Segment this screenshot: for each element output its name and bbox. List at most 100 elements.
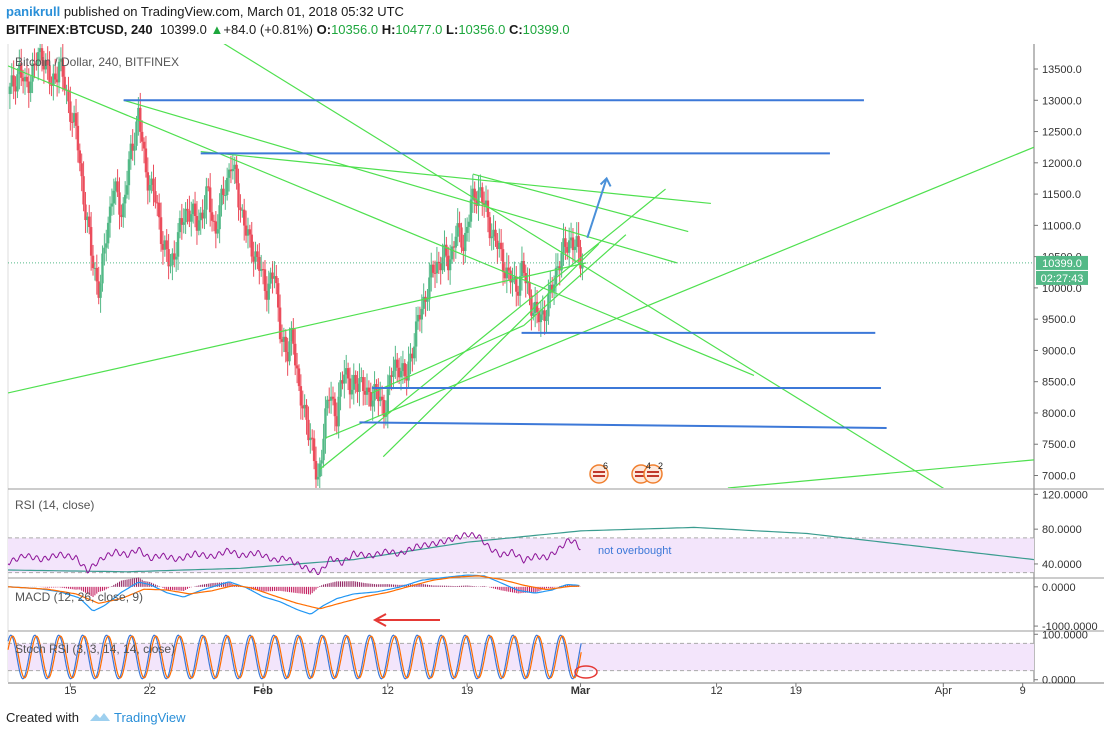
candle [182,222,185,225]
candle [484,200,488,205]
open-label: O: [316,22,332,37]
symbol-label[interactable]: BITFINEX:BTCUSD, 240 [6,22,153,37]
candle [494,229,497,241]
candle [40,48,44,61]
candle [110,203,114,207]
candle [481,187,484,203]
flag-stripe [635,471,647,473]
candle [335,416,338,427]
rsi-tick-label: 120.0000 [1042,489,1088,501]
signal-line [7,575,580,610]
author-link[interactable]: panikrull [6,4,61,19]
y-tick-label: 12000.0 [1042,158,1082,170]
high-value: 10477.0 [395,22,443,37]
flag-stripe [593,471,605,473]
candle [450,246,454,260]
candle [188,210,191,222]
candle [203,209,206,219]
candle [501,249,505,272]
candle [276,283,280,308]
candle [76,125,80,151]
candle [263,269,267,291]
flag-us-icon [643,464,663,484]
y-tick-label: 7500.0 [1042,439,1076,451]
last-price: 10399.0 [159,22,207,37]
candle [305,404,308,420]
close-value: 10399.0 [522,22,570,37]
stoch-d-line [7,635,582,679]
candle [275,276,278,284]
candle [549,284,552,294]
candle [560,253,563,271]
candle [54,73,57,80]
candle [333,398,337,417]
candle [331,396,335,399]
candle [382,399,386,417]
candle [99,283,102,298]
rsi-tick-label: 80.0000 [1042,524,1082,536]
candle [422,296,425,309]
candle [322,438,325,461]
flag-stripe [635,475,647,477]
annotation-arrow-head-icon [372,613,387,627]
candle [575,236,578,247]
low-value: 10356.0 [458,22,506,37]
open-value: 10356.0 [331,22,379,37]
candle [250,234,253,257]
candle [524,272,527,284]
candle [420,308,424,320]
candle [314,461,318,480]
candle [567,240,571,253]
trend-line [223,44,945,488]
flag-stripe [647,475,659,477]
candle [511,279,514,283]
y-tick-label: 8000.0 [1042,408,1076,420]
support-resistance-line [359,421,887,429]
candle [414,321,418,347]
candle [280,339,284,342]
candle [292,327,295,344]
candle [95,267,99,282]
rsi-band [8,537,1034,573]
candle [199,212,202,221]
candle [369,392,372,407]
candle [386,389,389,414]
candle [23,76,27,82]
candle [329,396,333,401]
candle [108,206,112,223]
candle [137,107,140,122]
candle [57,61,61,83]
candle [105,243,108,248]
candle [84,204,87,221]
candle [20,63,23,78]
candle [515,276,518,292]
tradingview-link[interactable]: TradingView [114,710,186,725]
candle [297,368,301,387]
candle [532,313,535,316]
candle [360,377,363,379]
candle [231,169,235,172]
candle [157,202,161,218]
candle [227,169,231,178]
candle [465,226,469,233]
y-tick-label: 12500.0 [1042,127,1082,139]
candle [267,283,270,300]
candle [72,113,76,123]
candles [8,44,584,488]
candle [454,236,458,248]
y-tick-label: 9000.0 [1042,345,1076,357]
x-tick-label: 12 [710,685,722,697]
low-label: L: [446,22,459,37]
candle [233,164,236,170]
candle [152,178,155,192]
candle [222,188,225,196]
candle [341,380,344,384]
candle [328,399,331,401]
trend-line [200,150,711,205]
candle [309,437,312,441]
chart-header: panikrull published on TradingView.com, … [0,0,1110,40]
candle [326,399,329,409]
candle [471,188,475,200]
candle [103,247,106,254]
